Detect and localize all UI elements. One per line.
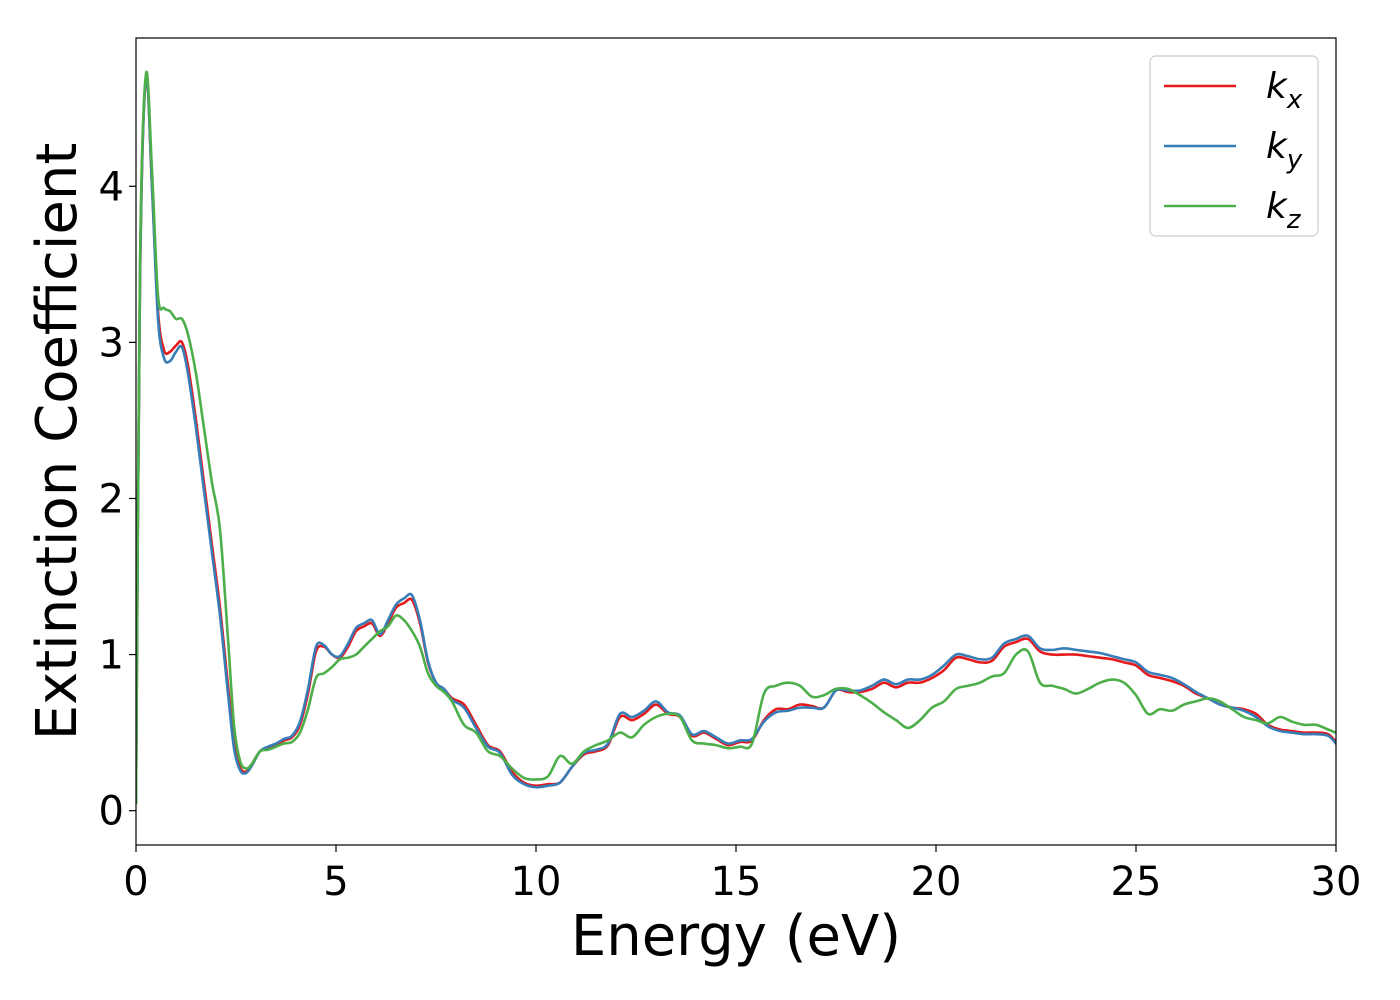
y-tick-label: 2 — [99, 476, 124, 522]
x-tick-label: 5 — [323, 859, 348, 905]
x-axis-title: Energy (eV) — [571, 904, 901, 969]
x-tick-label: 30 — [1311, 859, 1362, 905]
y-axis: 0 1 2 3 4 — [99, 164, 136, 835]
series-line-kx — [136, 73, 1336, 805]
legend-label-kz: kz — [1266, 186, 1302, 235]
legend-label-kx: kx — [1266, 66, 1303, 115]
series-line-ky — [136, 73, 1336, 805]
y-axis-title: Extinction Coefficient — [25, 143, 90, 741]
series-layer — [136, 70, 1336, 805]
x-axis: 0 5 10 15 20 25 30 — [123, 845, 1361, 905]
y-tick-label: 1 — [99, 633, 124, 679]
y-tick-label: 3 — [99, 320, 124, 366]
y-tick-label: 0 — [99, 789, 124, 835]
x-tick-label: 10 — [511, 859, 562, 905]
x-tick-label: 0 — [123, 859, 148, 905]
x-tick-label: 25 — [1111, 859, 1162, 905]
series-line-kz — [136, 70, 1336, 805]
legend: kx ky kz — [1149, 55, 1319, 237]
y-tick-label: 4 — [99, 164, 124, 210]
x-tick-label: 15 — [711, 859, 762, 905]
x-tick-label: 20 — [911, 859, 962, 905]
legend-label-ky: ky — [1266, 126, 1303, 175]
